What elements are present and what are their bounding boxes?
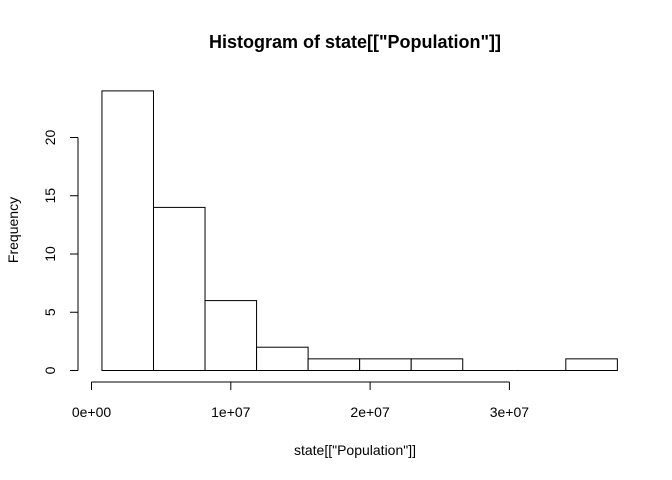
y-axis: 0 5 10 15 20 — [42, 130, 79, 374]
histogram-bar-2 — [152, 206, 206, 371]
x-tick-label-4: 3e+07 — [490, 404, 530, 420]
y-tick-label-2: 5 — [42, 308, 58, 316]
histogram-bar-10 — [565, 358, 618, 372]
y-tick-label-4: 15 — [42, 188, 58, 204]
x-axis-title: state[["Population"]] — [294, 442, 416, 458]
histogram-bar-7 — [410, 358, 464, 372]
chart-title: Histogram of state[["Population"]] — [209, 32, 501, 52]
y-axis-title: Frequency — [5, 197, 21, 263]
histogram-bar-6 — [359, 358, 412, 372]
histogram-bar-4 — [256, 346, 309, 372]
y-tick-label-3: 10 — [42, 246, 58, 262]
histogram-bar-5 — [307, 358, 361, 372]
x-tick-label-1: 0e+00 — [72, 404, 112, 420]
x-tick-label-3: 2e+07 — [350, 404, 390, 420]
x-tick-label-2: 1e+07 — [211, 404, 251, 420]
x-axis: 0e+00 1e+07 2e+07 3e+07 — [72, 381, 530, 420]
histogram-bars — [101, 90, 618, 372]
y-tick-label-1: 0 — [42, 366, 58, 374]
histogram-bar-3 — [204, 300, 258, 372]
y-tick-label-5: 20 — [42, 130, 58, 146]
histogram-bar-1 — [101, 90, 154, 372]
